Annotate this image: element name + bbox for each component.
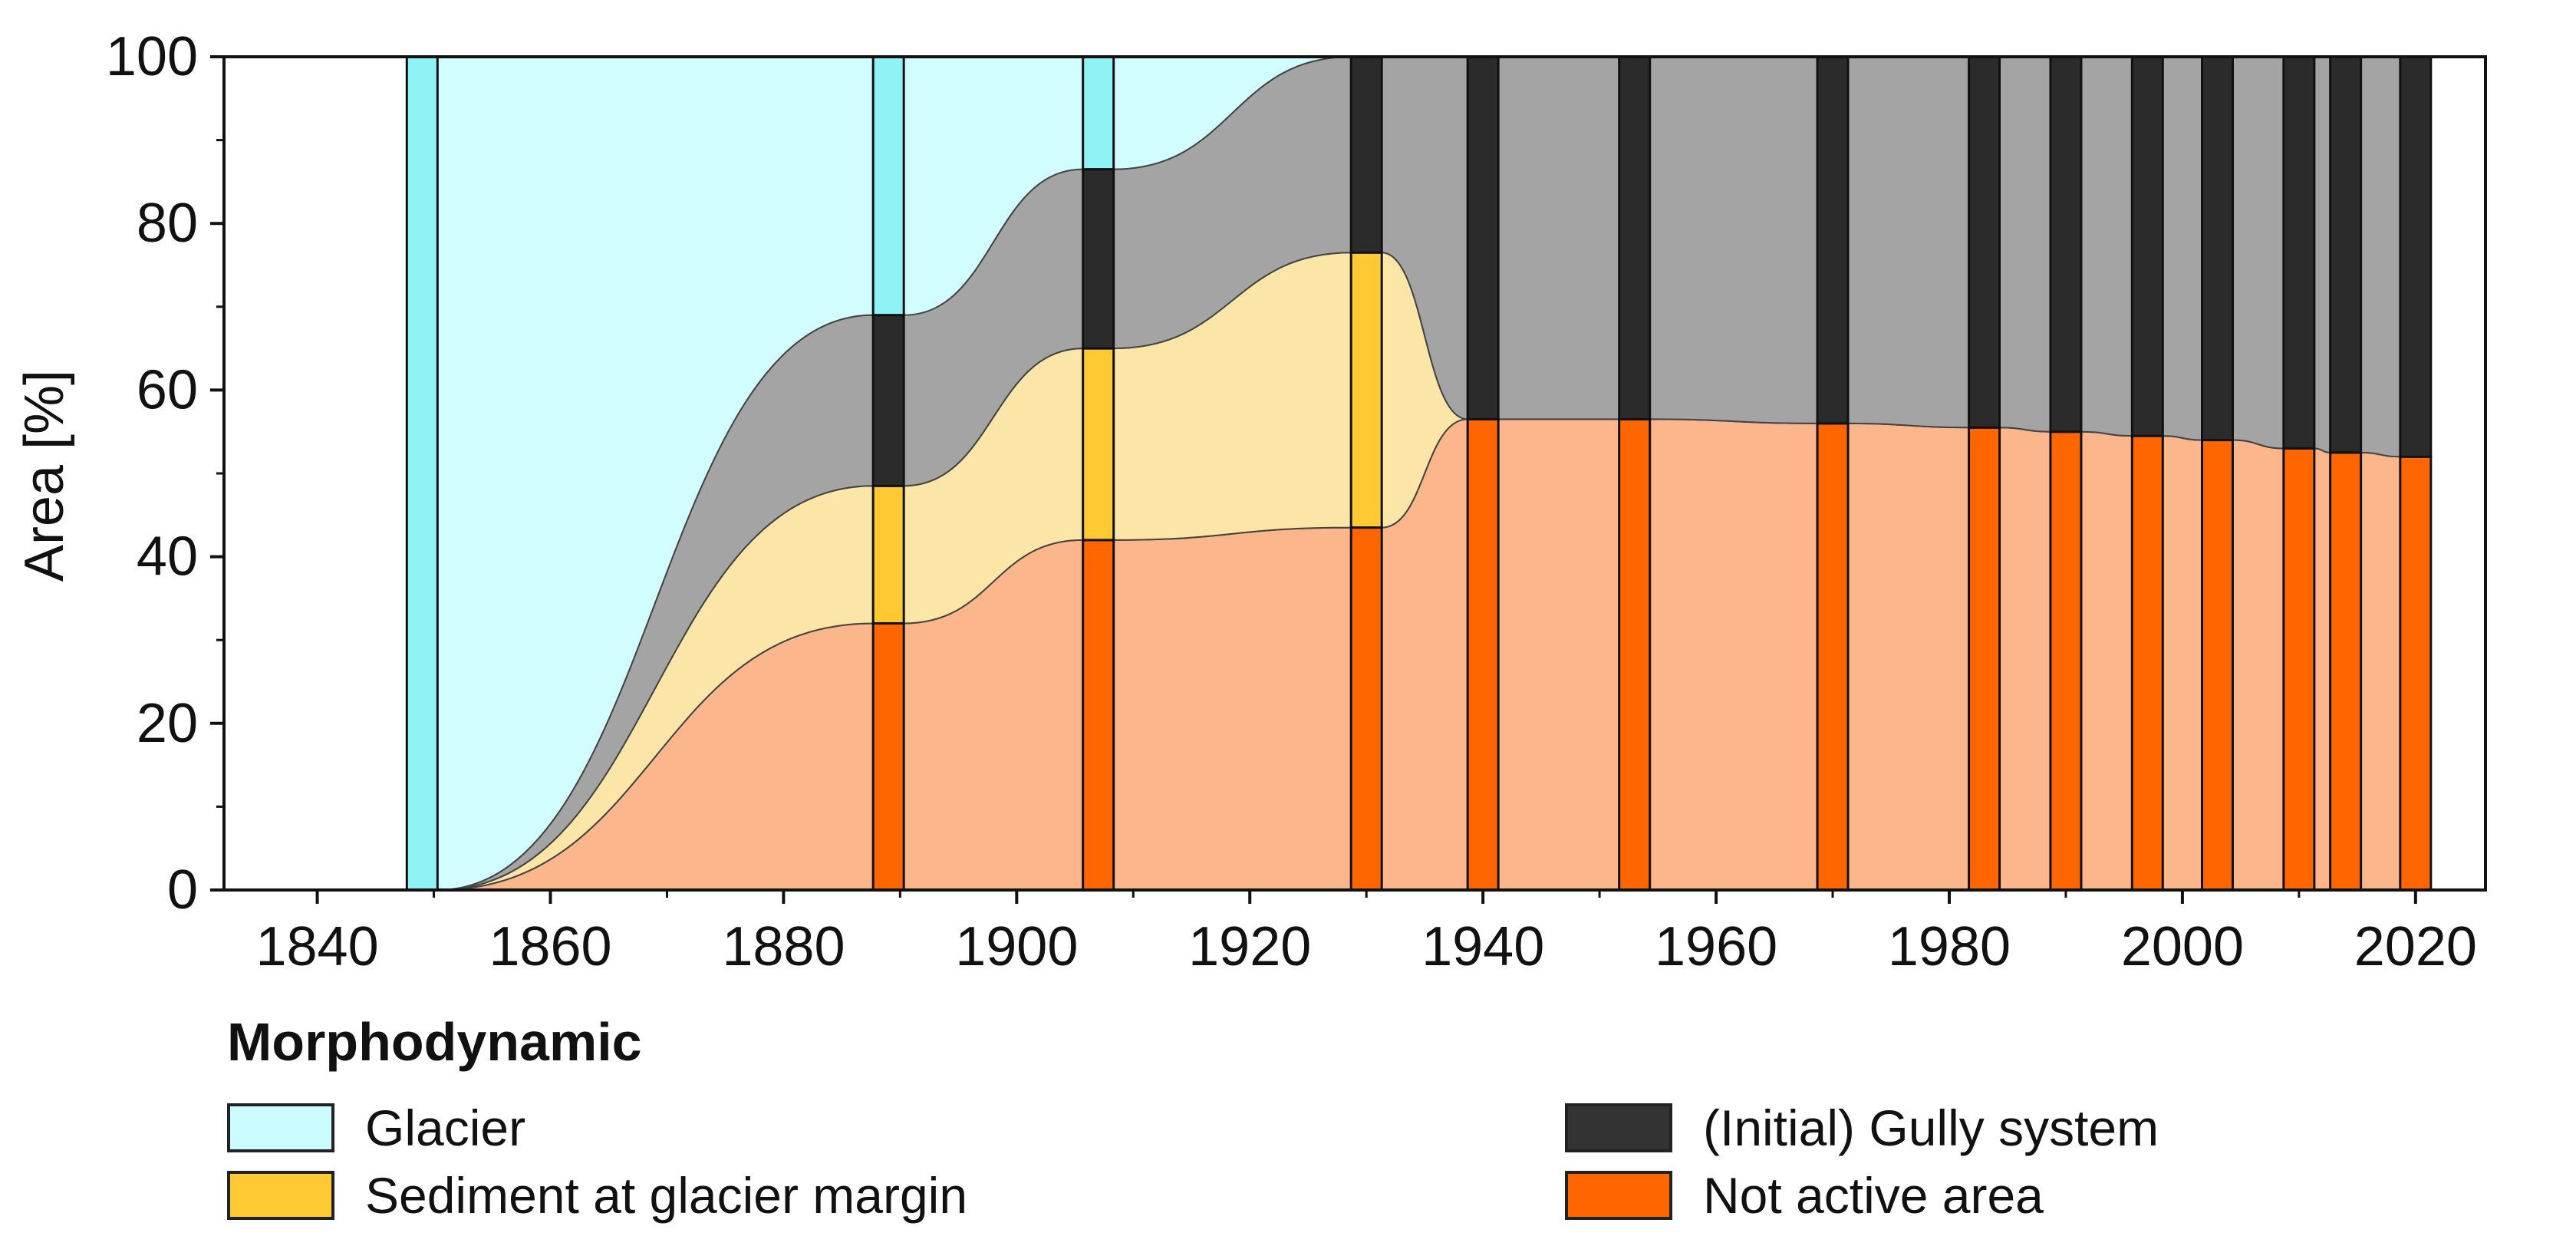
bar-initial-gully-system-1990 [2049,55,2083,433]
bar-sediment-at-glacier-margin-1930 [1349,251,1383,529]
bar-glacier-1849 [405,55,439,892]
flow-initial-gully-system-1990-1997 [2080,55,2133,437]
flow-initial-gully-system-1953-1970 [1649,56,1819,424]
flow-initial-gully-system-1983-1990 [1998,55,2051,433]
flow-not-active-area-2010-2014 [2313,447,2331,891]
flow-initial-gully-system-1997-2003 [2162,56,2203,441]
flow-initial-gully-system-1940-1953 [1497,55,1620,420]
y-tick-label-40: 40 [137,526,198,588]
y-axis-label: Area [%] [14,370,75,582]
bar-glacier-1889 [871,55,905,317]
bar-not-active-area-2003 [2200,439,2234,892]
x-axis: 1840 1860 1880 1900 1920 1940 1960 1980 2000 2020 [255,890,2477,977]
bar-not-active-area-1889 [871,621,905,892]
bar-sediment-at-glacier-margin-1907 [1082,347,1115,542]
bar-not-active-area-1940 [1466,417,1500,892]
flow-initial-gully-system-1970-1983 [1847,55,1970,429]
bar-initial-gully-system-1983 [1968,55,2001,429]
flow-not-active-area-1970-1983 [1847,422,1970,892]
bar-not-active-area-1953 [1618,417,1652,892]
y-tick-label-80: 80 [137,193,198,254]
x-tick-label-2020: 2020 [2354,916,2477,977]
x-tick-label-1940: 1940 [1421,916,1544,977]
flow-initial-gully-system-2003-2010 [2232,55,2284,450]
flow-not-active-area-1997-2003 [2162,435,2203,891]
bar-not-active-area-1907 [1082,539,1115,892]
flow-not-active-area-1953-1970 [1649,418,1819,892]
bar-not-active-area-1983 [1968,426,2001,892]
y-tick-label-100: 100 [106,26,198,87]
x-tick-label-1920: 1920 [1188,916,1311,977]
bar-initial-gully-system-1953 [1618,55,1652,420]
bar-initial-gully-system-1930 [1349,55,1383,254]
flow-initial-gully-system-2010-2014 [2313,56,2331,453]
y-tick-label-0: 0 [167,859,198,921]
x-tick-label-1840: 1840 [255,916,378,977]
bar-initial-gully-system-1970 [1816,55,1850,425]
y-tick-label-20: 20 [137,693,198,754]
bar-initial-gully-system-1889 [871,314,905,487]
bar-initial-gully-system-1997 [2130,55,2164,437]
bar-not-active-area-1990 [2049,430,2083,892]
y-tick-label-60: 60 [137,359,198,420]
bar-glacier-1907 [1082,55,1115,171]
x-tick-label-2000: 2000 [2121,916,2244,977]
flow-not-active-area-1983-1990 [1998,427,2051,892]
bar-not-active-area-1930 [1349,526,1383,892]
bar-not-active-area-2010 [2282,447,2316,892]
x-tick-label-1900: 1900 [955,916,1078,977]
bar-not-active-area-2014 [2329,451,2363,892]
bar-layer [405,55,2433,892]
bar-not-active-area-2020 [2399,455,2433,892]
bar-initial-gully-system-2010 [2282,55,2316,450]
flow-not-active-area-1907-1930 [1112,526,1352,892]
flow-not-active-area-1940-1953 [1497,418,1620,892]
x-tick-label-1980: 1980 [1888,916,2011,977]
bar-not-active-area-1997 [2130,434,2164,892]
flow-initial-gully-system-2014-2020 [2360,56,2401,458]
bar-initial-gully-system-2003 [2200,55,2234,442]
bar-sediment-at-glacier-margin-1889 [871,484,905,625]
bar-initial-gully-system-2020 [2399,55,2433,458]
bar-initial-gully-system-2014 [2329,55,2363,454]
x-tick-label-1880: 1880 [722,916,845,977]
y-axis: 0 20 40 60 80 100 [106,26,224,921]
flow-not-active-area-1990-1997 [2080,430,2133,892]
x-tick-label-1960: 1960 [1655,916,1777,977]
flow-not-active-area-2003-2010 [2232,439,2284,892]
flow-not-active-area-2014-2020 [2360,451,2401,891]
bar-initial-gully-system-1940 [1466,55,1500,420]
flow-layer [436,55,2401,892]
bar-initial-gully-system-1907 [1082,168,1115,350]
bar-not-active-area-1970 [1816,422,1850,892]
x-tick-label-1860: 1860 [489,916,611,977]
